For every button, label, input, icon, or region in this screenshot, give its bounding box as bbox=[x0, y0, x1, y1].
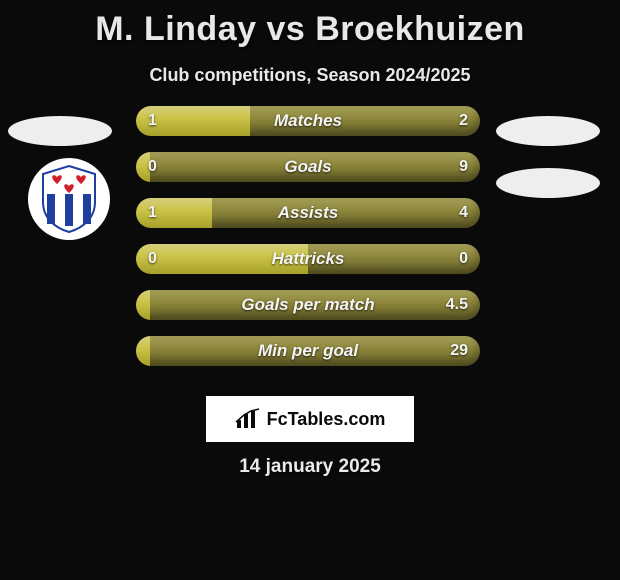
stat-bars: 1Matches20Goals91Assists40Hattricks0Goal… bbox=[136, 106, 480, 382]
stat-label: Min per goal bbox=[136, 336, 480, 366]
stat-right-value: 29 bbox=[450, 336, 468, 366]
stat-right-value: 9 bbox=[459, 152, 468, 182]
player-left-placeholder bbox=[8, 116, 112, 146]
stat-right-value: 0 bbox=[459, 244, 468, 274]
stat-row: Goals per match4.5 bbox=[136, 290, 480, 320]
stat-row: 0Goals9 bbox=[136, 152, 480, 182]
stat-row: Min per goal29 bbox=[136, 336, 480, 366]
stat-label: Goals per match bbox=[136, 290, 480, 320]
brand-text: FcTables.com bbox=[267, 409, 386, 430]
stat-right-value: 4 bbox=[459, 198, 468, 228]
stat-right-value: 4.5 bbox=[446, 290, 468, 320]
shield-icon bbox=[39, 164, 99, 234]
brand-badge: FcTables.com bbox=[206, 396, 414, 442]
stat-row: 0Hattricks0 bbox=[136, 244, 480, 274]
stat-label: Matches bbox=[136, 106, 480, 136]
snapshot-date: 14 january 2025 bbox=[0, 456, 620, 478]
comparison-title: M. Linday vs Broekhuizen bbox=[0, 0, 620, 49]
stat-label: Goals bbox=[136, 152, 480, 182]
stat-label: Assists bbox=[136, 198, 480, 228]
bar-chart-icon bbox=[235, 408, 261, 430]
stat-label: Hattricks bbox=[136, 244, 480, 274]
stat-row: 1Assists4 bbox=[136, 198, 480, 228]
club-crest-left bbox=[28, 158, 110, 240]
comparison-subtitle: Club competitions, Season 2024/2025 bbox=[0, 65, 620, 86]
player-right-placeholder-1 bbox=[496, 116, 600, 146]
stat-row: 1Matches2 bbox=[136, 106, 480, 136]
stat-right-value: 2 bbox=[459, 106, 468, 136]
player-right-placeholder-2 bbox=[496, 168, 600, 198]
